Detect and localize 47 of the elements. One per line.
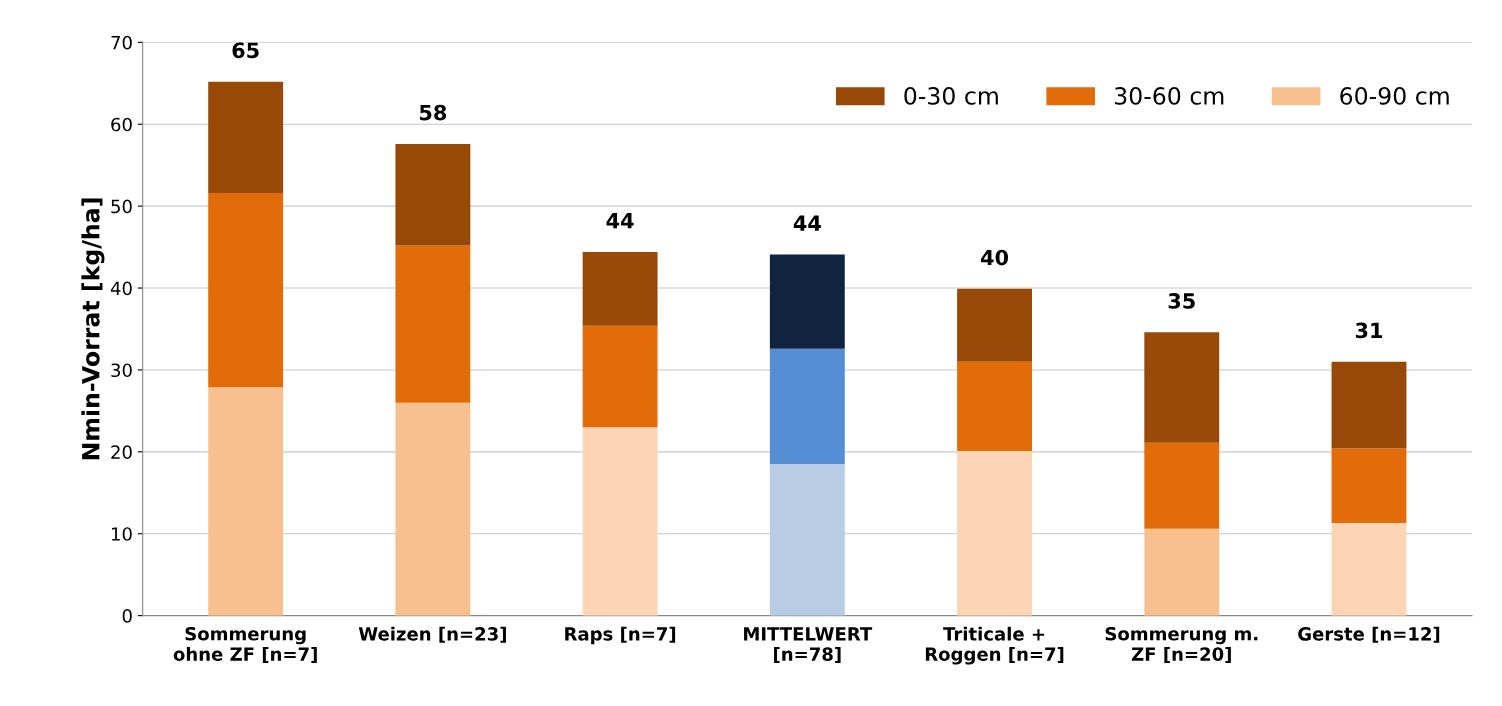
bar (1331, 448, 1407, 524)
bar (1144, 528, 1220, 616)
y-tick-label: 60 (111, 117, 132, 132)
bar (769, 348, 845, 465)
bar (957, 288, 1032, 362)
bar (582, 427, 658, 616)
x-tick-label: Sommerung ohne ZF [n=7] (173, 626, 317, 664)
total-label: 40 (980, 249, 1009, 266)
total-label: 31 (1355, 322, 1383, 339)
bar (395, 143, 471, 246)
bar (582, 325, 658, 428)
bar (582, 252, 658, 326)
bar (1331, 523, 1407, 616)
x-tick-label: Sommerung m. ZF [n=20] (1105, 626, 1258, 664)
total-label: 44 (606, 213, 634, 229)
bar (769, 254, 845, 349)
y-tick-label: 0 (122, 609, 132, 623)
bar (395, 402, 471, 616)
total-label: 58 (420, 104, 447, 121)
y-tick-label: 70 (111, 35, 132, 50)
bar (395, 245, 471, 403)
bar (1144, 332, 1220, 443)
y-axis-title: Nmin-Vorrat [kg/ha] (81, 198, 105, 460)
x-tick-label: Raps [n=7] (565, 626, 676, 645)
x-tick-label: MITTELWERT [n=78] (744, 627, 873, 664)
legend-label: 60-90 cm (1340, 86, 1449, 105)
total-label: 65 (232, 42, 259, 59)
legend-label: 0-30 cm (904, 86, 998, 105)
bar (208, 193, 284, 388)
bar (957, 451, 1032, 616)
bar (1331, 361, 1407, 449)
x-tick-label: Triticale + Roggen [n=7] (925, 626, 1064, 665)
total-label: 44 (793, 215, 821, 231)
bar (1144, 442, 1220, 529)
y-tick-label: 20 (111, 445, 132, 459)
y-tick-label: 40 (110, 281, 132, 296)
legend-label: 30-60 cm (1114, 86, 1224, 105)
bar (208, 387, 284, 616)
bar (957, 361, 1032, 452)
y-tick-label: 10 (111, 527, 132, 541)
y-tick-label: 30 (111, 363, 132, 378)
y-tick-label: 50 (111, 199, 132, 214)
bar (769, 464, 845, 616)
x-tick-label: Gerste [n=12] (1298, 626, 1440, 643)
total-label: 35 (1168, 293, 1195, 309)
x-tick-label: Weizen [n=23] (358, 626, 506, 643)
bar (208, 81, 284, 194)
